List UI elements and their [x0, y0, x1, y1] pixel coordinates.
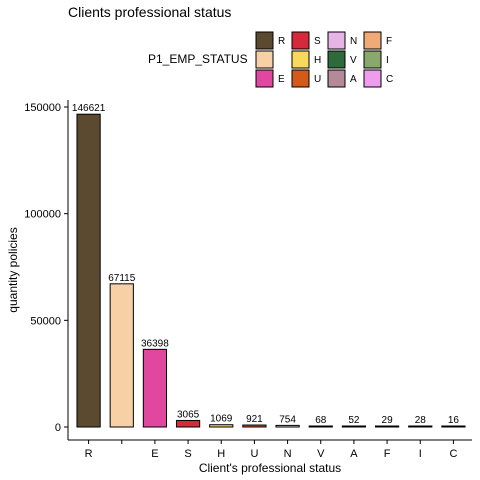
legend-label: I — [386, 55, 389, 66]
legend-key-I — [363, 50, 382, 69]
x-tick-label: F — [384, 448, 391, 460]
x-tick-label: U — [250, 448, 258, 460]
legend-key-blank — [255, 50, 274, 69]
bar-F — [374, 425, 400, 428]
legend-key-U — [291, 69, 310, 88]
legend-label: R — [278, 36, 285, 47]
legend-label: E — [278, 74, 285, 85]
legend-key-S — [291, 31, 310, 50]
bar-C — [441, 425, 466, 428]
x-axis-label: Client's professional status — [199, 461, 341, 475]
y-tick-label: 50000 — [30, 315, 61, 327]
y-tick-label: 150000 — [24, 102, 61, 114]
x-tick-label: S — [184, 448, 191, 460]
data-label: 3065 — [177, 409, 200, 420]
legend-label: N — [350, 36, 357, 47]
chart-title: Clients professional status — [68, 4, 231, 20]
bar-R — [76, 113, 101, 428]
legend-key-R — [255, 31, 274, 50]
legend-label: A — [350, 74, 357, 85]
bar-I — [408, 425, 433, 428]
legend-label: C — [386, 74, 393, 85]
legend-label: V — [350, 55, 357, 66]
x-tick-label: C — [449, 448, 457, 460]
legend-key-E — [255, 69, 274, 88]
data-label: 36398 — [141, 338, 169, 349]
legend-label: S — [314, 36, 321, 47]
data-label: 146621 — [72, 103, 106, 114]
data-label: 754 — [279, 414, 296, 425]
bar-V — [308, 425, 333, 428]
x-tick-label: R — [85, 448, 93, 460]
plot-area: 146621 67115 36398 3065 1069 921 754 68 52 29 28 16… — [24, 100, 472, 460]
bars — [76, 113, 466, 428]
legend-label: F — [386, 36, 392, 47]
data-label: 29 — [382, 415, 394, 426]
legend-title: P1_EMP_STATUS — [148, 52, 248, 66]
legend-key-N — [327, 31, 346, 50]
legend-key-C — [363, 69, 382, 88]
y-axis-ticks: 0 50000 100000 150000 — [24, 102, 68, 434]
legend-key-H — [291, 50, 310, 69]
data-label: 28 — [415, 415, 427, 426]
y-tick-label: 0 — [55, 422, 61, 434]
bar-U — [242, 424, 267, 428]
legend-key-V — [327, 50, 346, 69]
legend-label: H — [314, 55, 321, 66]
data-label: 921 — [246, 414, 263, 425]
x-tick-label: A — [350, 448, 358, 460]
data-label: 68 — [315, 415, 327, 426]
bar-N — [275, 424, 300, 428]
bar-A — [341, 425, 367, 428]
x-tick-label: V — [317, 448, 325, 460]
bar-blank — [109, 283, 134, 428]
y-axis-label: quantity policies — [6, 227, 20, 312]
legend-label: U — [314, 74, 321, 85]
y-tick-label: 100000 — [24, 209, 61, 221]
data-label: 67115 — [108, 273, 136, 284]
legend-key-A — [327, 69, 346, 88]
x-tick-label: H — [217, 448, 225, 460]
legend: R E SHU NVA FIC — [255, 31, 393, 88]
bar-H — [209, 424, 234, 428]
legend-key-F — [363, 31, 382, 50]
x-tick-label: E — [151, 448, 158, 460]
bar-E — [142, 348, 168, 428]
data-label: 52 — [348, 415, 360, 426]
bar-S — [175, 419, 201, 428]
x-tick-label: I — [419, 448, 422, 460]
data-label: 16 — [448, 415, 460, 426]
data-label: 1069 — [210, 414, 233, 425]
data-labels: 146621 67115 36398 3065 1069 921 754 68 52 29 28 16 — [72, 103, 460, 426]
x-tick-label: N — [284, 448, 292, 460]
